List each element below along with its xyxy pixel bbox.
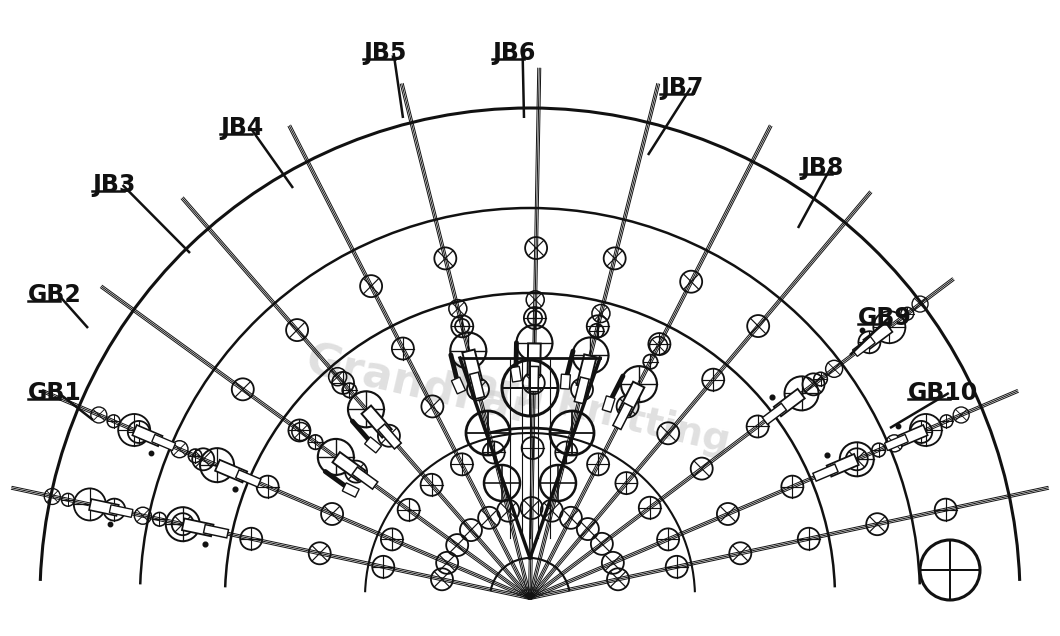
Text: JB8: JB8 bbox=[800, 156, 844, 180]
Text: JB7: JB7 bbox=[660, 76, 704, 100]
Text: JB4: JB4 bbox=[220, 116, 263, 140]
Polygon shape bbox=[462, 350, 482, 383]
Text: JB5: JB5 bbox=[363, 41, 406, 65]
Polygon shape bbox=[863, 323, 893, 349]
Polygon shape bbox=[619, 382, 644, 415]
Polygon shape bbox=[182, 518, 213, 536]
Text: JB6: JB6 bbox=[492, 41, 535, 65]
Text: Yarn Knitting: Yarn Knitting bbox=[445, 359, 735, 461]
Polygon shape bbox=[898, 425, 928, 446]
Polygon shape bbox=[827, 454, 859, 476]
Polygon shape bbox=[152, 434, 176, 450]
Polygon shape bbox=[215, 460, 247, 483]
Polygon shape bbox=[884, 434, 908, 450]
Polygon shape bbox=[452, 377, 465, 394]
Polygon shape bbox=[813, 464, 838, 481]
Polygon shape bbox=[109, 505, 132, 517]
Polygon shape bbox=[132, 425, 162, 446]
Polygon shape bbox=[235, 470, 261, 487]
Text: GB2: GB2 bbox=[28, 283, 82, 307]
Text: GrandFar: GrandFar bbox=[302, 338, 537, 432]
Polygon shape bbox=[204, 525, 229, 538]
Polygon shape bbox=[333, 452, 366, 481]
Polygon shape bbox=[89, 499, 119, 516]
Polygon shape bbox=[529, 366, 538, 392]
Polygon shape bbox=[602, 396, 615, 412]
Polygon shape bbox=[528, 343, 541, 375]
Polygon shape bbox=[762, 403, 787, 424]
Polygon shape bbox=[510, 366, 522, 382]
Polygon shape bbox=[470, 372, 484, 399]
Text: GB10: GB10 bbox=[908, 381, 978, 405]
Polygon shape bbox=[852, 336, 876, 356]
Polygon shape bbox=[342, 483, 359, 497]
Polygon shape bbox=[774, 389, 805, 417]
Text: GB1: GB1 bbox=[28, 381, 82, 405]
Polygon shape bbox=[378, 424, 402, 449]
Text: JB3: JB3 bbox=[92, 173, 136, 197]
Polygon shape bbox=[361, 406, 392, 438]
Polygon shape bbox=[613, 403, 633, 429]
Polygon shape bbox=[352, 467, 377, 489]
Polygon shape bbox=[365, 437, 382, 453]
Polygon shape bbox=[577, 354, 597, 388]
Polygon shape bbox=[561, 374, 570, 389]
Polygon shape bbox=[575, 377, 589, 404]
Text: GB9: GB9 bbox=[858, 306, 912, 330]
